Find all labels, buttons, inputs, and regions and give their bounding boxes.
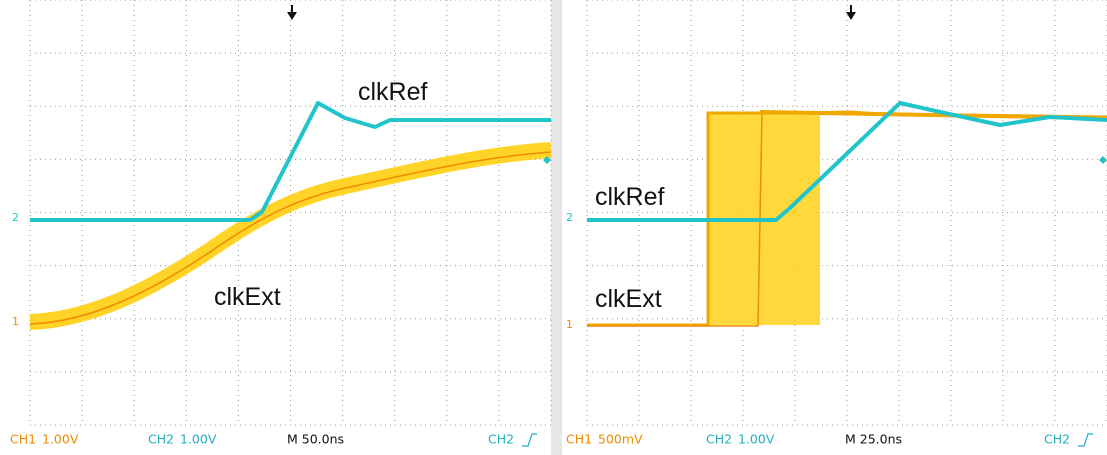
ch1-status: CH1 <box>566 432 592 447</box>
ch2-status: CH2 <box>148 432 174 447</box>
trigger-position <box>287 5 297 20</box>
ch1-marker: 1 <box>566 318 573 331</box>
clkref-label: clkRef <box>358 78 428 106</box>
grid <box>30 0 551 425</box>
scope-screens: clkRef clkExt clkRef clkExt 2 1 2 1 CH1 … <box>0 0 1107 455</box>
trigger-source: CH2 <box>488 432 514 447</box>
ch2-marker: 2 <box>566 211 573 224</box>
ch1-scale: 500mV <box>598 432 643 447</box>
trigger-source: CH2 <box>1044 432 1070 447</box>
timebase: M 50.0ns <box>287 432 344 447</box>
ch1-marker: 1 <box>12 315 19 328</box>
grid <box>587 0 1107 425</box>
trigger-slope <box>1078 434 1093 446</box>
timebase: M 25.0ns <box>845 432 902 447</box>
trigger-level <box>1099 156 1107 164</box>
clkext-label: clkExt <box>595 285 662 313</box>
trigger-slope <box>522 434 537 446</box>
right-traces <box>587 103 1107 326</box>
ch2-status: CH2 <box>706 432 732 447</box>
clkref-label: clkRef <box>595 183 665 211</box>
divider <box>551 0 562 455</box>
ch2-marker: 2 <box>12 211 19 224</box>
ch2-scale: 1.00V <box>180 432 217 447</box>
ch1-scale: 1.00V <box>42 432 79 447</box>
trigger-position <box>846 5 856 20</box>
clkext-label: clkExt <box>214 283 281 311</box>
ch1-status: CH1 <box>10 432 36 447</box>
ch2-scale: 1.00V <box>738 432 775 447</box>
